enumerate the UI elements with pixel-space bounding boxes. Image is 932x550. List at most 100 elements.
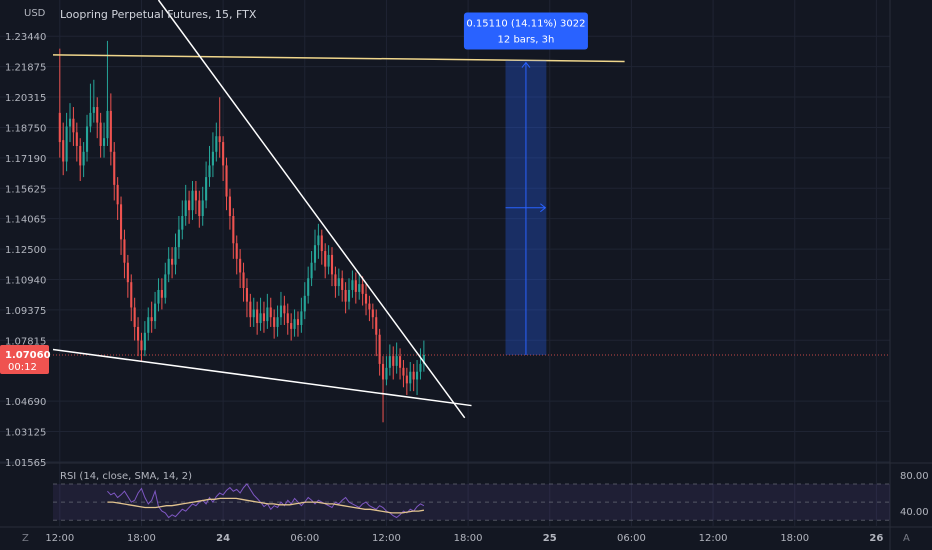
candle[interactable] (201, 186, 204, 226)
candle[interactable] (317, 223, 320, 259)
candle[interactable] (324, 243, 327, 279)
candle[interactable] (68, 103, 72, 143)
candle[interactable] (92, 79, 95, 123)
candle[interactable] (167, 247, 170, 283)
candle[interactable] (422, 340, 425, 372)
candle[interactable] (337, 268, 340, 296)
candles[interactable] (58, 40, 425, 423)
candle[interactable] (320, 229, 323, 265)
candle[interactable] (62, 122, 65, 176)
measure-tool[interactable]: 0.15110 (14.11%) 3022 12 bars, 3h (463, 12, 588, 355)
candle[interactable] (235, 235, 238, 275)
candle[interactable] (126, 254, 129, 298)
candle[interactable] (351, 270, 354, 298)
candle[interactable] (327, 245, 330, 275)
candle[interactable] (194, 180, 197, 215)
resistance-line[interactable] (52, 54, 625, 63)
candle[interactable] (252, 297, 255, 327)
candle[interactable] (269, 297, 272, 327)
candle[interactable] (205, 161, 208, 209)
candle[interactable] (392, 346, 395, 380)
candle[interactable] (259, 297, 262, 331)
candle[interactable] (58, 48, 61, 158)
candle[interactable] (279, 291, 283, 325)
candle[interactable] (89, 83, 92, 133)
candle[interactable] (211, 132, 214, 178)
candle[interactable] (347, 278, 351, 310)
candle[interactable] (157, 278, 160, 312)
candle[interactable] (381, 356, 385, 423)
support-line[interactable] (52, 348, 472, 407)
candle[interactable] (273, 309, 276, 339)
candle[interactable] (245, 278, 248, 318)
candle[interactable] (99, 112, 102, 158)
candle[interactable] (218, 97, 221, 158)
candle[interactable] (341, 270, 344, 302)
candle[interactable] (225, 157, 228, 211)
candle[interactable] (171, 247, 174, 279)
candle[interactable] (109, 93, 112, 166)
candle[interactable] (256, 301, 259, 335)
candle[interactable] (283, 295, 286, 325)
candle[interactable] (72, 107, 75, 146)
candle[interactable] (405, 367, 408, 396)
candle[interactable] (262, 301, 266, 333)
candle[interactable] (412, 363, 415, 392)
candle[interactable] (133, 297, 136, 341)
candle[interactable] (266, 293, 269, 329)
candle[interactable] (184, 184, 187, 226)
candle[interactable] (79, 138, 82, 181)
candle[interactable] (371, 303, 374, 329)
candle[interactable] (409, 361, 412, 392)
time-axis[interactable]: 12:00 18:00 24 06:00 12:00 18:00 25 06:00 12:00 1… (45, 533, 883, 544)
candle[interactable] (82, 142, 85, 178)
candle[interactable] (286, 303, 289, 335)
candle[interactable] (290, 313, 293, 341)
candle[interactable] (65, 112, 68, 172)
candle[interactable] (395, 342, 398, 374)
drawings[interactable]: 0.15110 (14.11%) 3022 12 bars, 3h (52, 0, 890, 419)
candle[interactable] (215, 122, 218, 162)
candle[interactable] (174, 233, 177, 275)
candle[interactable] (307, 266, 310, 304)
candle[interactable] (154, 291, 157, 329)
candle[interactable] (232, 208, 235, 259)
candle[interactable] (113, 142, 116, 201)
candle[interactable] (140, 332, 143, 362)
candle[interactable] (375, 309, 378, 357)
candle[interactable] (181, 200, 184, 240)
candle[interactable] (160, 278, 163, 310)
price-axis[interactable]: 1.23440 1.21875 1.20315 1.18750 1.17190 1.156… (0, 32, 51, 469)
candle[interactable] (102, 122, 106, 158)
candle[interactable] (242, 262, 245, 302)
currency-label[interactable]: USD (24, 8, 46, 19)
candle[interactable] (198, 190, 201, 228)
candle[interactable] (354, 272, 357, 304)
candle[interactable] (96, 97, 99, 139)
candle[interactable] (303, 282, 306, 320)
candle[interactable] (378, 328, 381, 376)
candle[interactable] (123, 229, 126, 279)
candle[interactable] (330, 247, 334, 287)
candle[interactable] (398, 348, 402, 380)
candle[interactable] (361, 276, 364, 306)
candle[interactable] (85, 114, 89, 162)
candle[interactable] (364, 284, 368, 316)
falling-trendline[interactable] (157, 0, 466, 419)
candle[interactable] (164, 262, 167, 304)
candle[interactable] (344, 282, 347, 314)
candle[interactable] (402, 360, 405, 388)
candle[interactable] (293, 309, 296, 337)
candle[interactable] (75, 122, 78, 162)
candle[interactable] (143, 321, 146, 357)
candle[interactable] (296, 311, 300, 337)
candle[interactable] (249, 293, 252, 327)
candle[interactable] (310, 251, 313, 287)
candle[interactable] (385, 356, 388, 386)
candle[interactable] (276, 305, 279, 337)
candle[interactable] (137, 317, 140, 357)
candle[interactable] (130, 274, 133, 322)
candle[interactable] (239, 249, 242, 289)
candle[interactable] (191, 180, 194, 220)
candle[interactable] (334, 266, 337, 298)
